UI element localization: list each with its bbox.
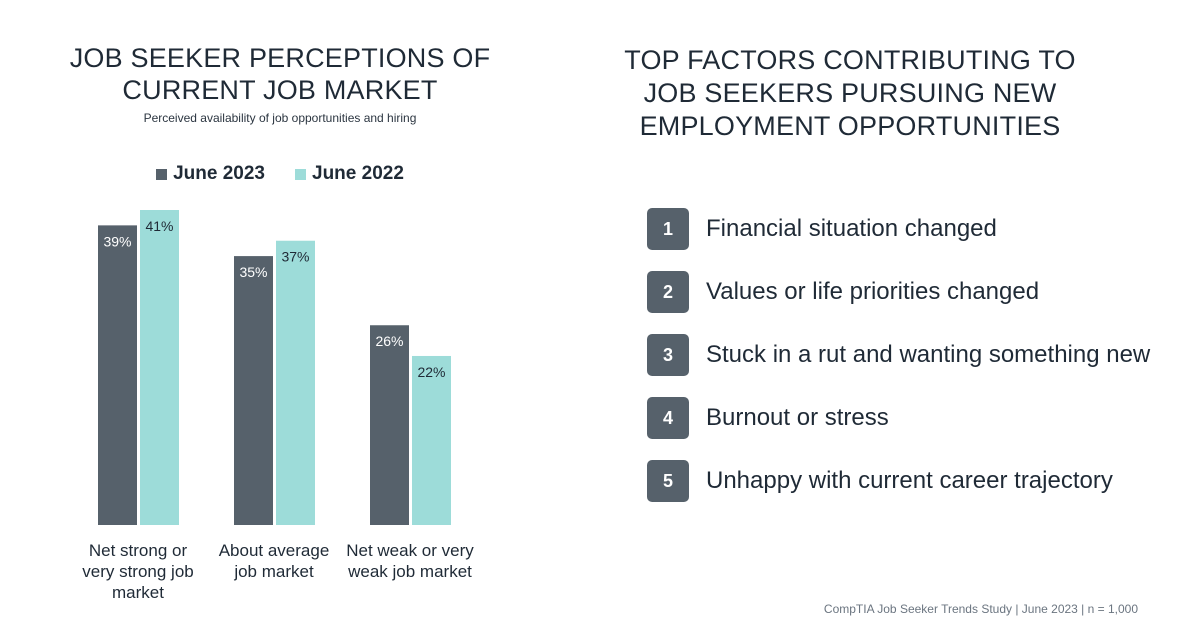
factor-text: Unhappy with current career trajectory [706,467,1113,494]
chart-title-line-2: CURRENT JOB MARKET [122,75,438,105]
data-label: 37% [281,249,309,265]
legend-item-june-2023: June 2023 [156,163,265,185]
data-label: 41% [145,218,173,234]
factor-item-1: 1 Financial situation changed [647,207,1150,251]
category-label-line: Net weak or very [346,541,474,560]
data-label: 22% [417,364,445,380]
bar-june-2022-2 [412,355,451,525]
category-label-line: About average [218,541,330,560]
bar-june-2023-1 [234,256,273,525]
bar-june-2022-1 [276,240,315,526]
legend-item-june-2022: June 2022 [295,163,404,185]
rank-badge: 1 [647,208,689,250]
category-label-weak: Net weak or very weak job market [340,540,480,582]
category-label-average: About average job market [204,540,344,582]
chart-legend: June 2023 June 2022 [0,163,560,185]
factors-title-line-1: TOP FACTORS CONTRIBUTING TO [624,45,1076,75]
rank-badge: 2 [647,271,689,313]
factor-item-2: 2 Values or life priorities changed [647,270,1150,314]
factors-title: TOP FACTORS CONTRIBUTING TO JOB SEEKERS … [600,44,1100,143]
category-label-line: Net strong or [88,541,188,560]
bar-june-2023-0 [98,225,137,526]
factors-title-line-2: JOB SEEKERS PURSUING NEW [643,78,1057,108]
chart-title: JOB SEEKER PERCEPTIONS OF CURRENT JOB MA… [40,42,520,106]
category-label-line: very strong job [82,562,194,581]
bar-june-2023-2 [370,325,409,525]
category-label-line: market [112,583,164,602]
rank-badge: 4 [647,397,689,439]
data-label: 26% [375,333,403,349]
legend-label-june-2023: June 2023 [173,163,265,184]
category-label-line: job market [234,562,314,581]
category-label-line: weak job market [348,562,472,581]
factor-text: Values or life priorities changed [706,278,1040,305]
legend-swatch-june-2022 [295,168,306,180]
chart-subtitle: Perceived availability of job opportunit… [143,111,417,125]
factors-list: 1 Financial situation changed 2 Values o… [647,207,1150,522]
rank-badge: 5 [647,460,689,502]
legend-swatch-june-2023 [156,168,168,180]
data-label: 35% [239,264,267,280]
factor-item-5: 5 Unhappy with current career trajectory [647,459,1150,503]
legend-label-june-2022: June 2022 [312,163,404,184]
factor-item-3: 3 Stuck in a rut and wanting something n… [647,333,1150,377]
factor-text: Stuck in a rut and wanting something new [706,341,1151,368]
chart-title-line-1: JOB SEEKER PERCEPTIONS OF [69,43,491,73]
bar-chart: 39% 41% 35% 37% 26% 22% [98,210,451,526]
rank-badge: 3 [647,334,689,376]
category-label-strong: Net strong or very strong job market [68,540,208,603]
bar-june-2022-0 [140,210,179,525]
factor-item-4: 4 Burnout or stress [647,396,1150,440]
source-note: CompTIA Job Seeker Trends Study | June 2… [823,602,1138,616]
data-label: 39% [103,233,131,249]
factor-text: Financial situation changed [706,215,997,242]
factor-text: Burnout or stress [706,404,889,431]
factors-title-line-3: EMPLOYMENT OPPORTUNITIES [639,111,1061,141]
